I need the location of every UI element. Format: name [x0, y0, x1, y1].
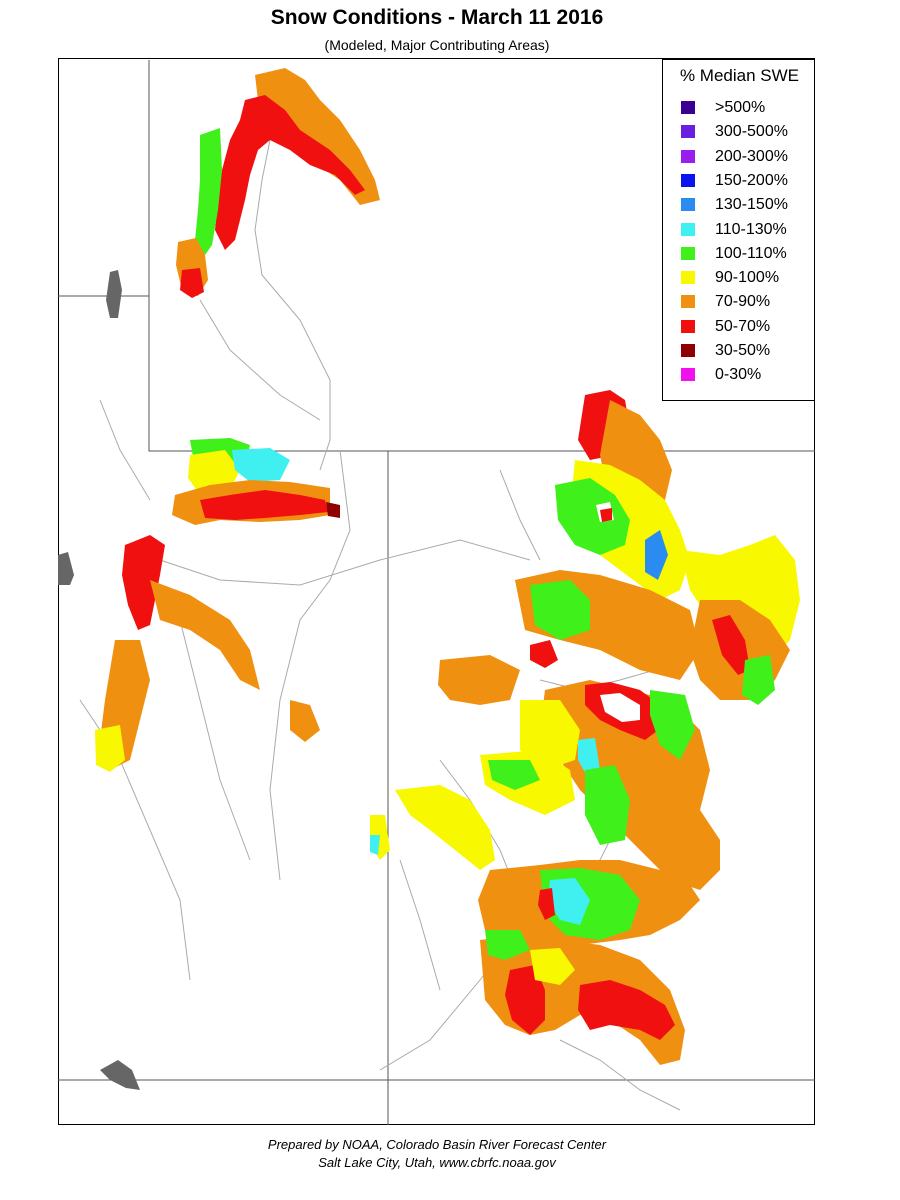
- legend-swatch: [681, 246, 695, 260]
- map-frame: [58, 58, 815, 1125]
- legend-swatch: [681, 125, 695, 139]
- legend-label: 150-200%: [715, 171, 788, 189]
- legend-swatch: [681, 295, 695, 309]
- legend: % Median SWE >500% 300-500% 200-300% 150-20…: [662, 59, 815, 401]
- legend-item: 130-150%: [681, 195, 811, 215]
- map-subtitle: (Modeled, Major Contributing Areas): [324, 37, 550, 53]
- legend-swatch: [681, 368, 695, 382]
- legend-label: 110-130%: [715, 220, 787, 238]
- legend-swatch: [681, 149, 695, 163]
- legend-label: >500%: [715, 99, 766, 116]
- legend-item: 150-200%: [681, 171, 811, 191]
- legend-item: 50-70%: [681, 317, 811, 337]
- boundary-idaho-wyoming: [148, 60, 388, 452]
- lake-powell: [100, 1060, 140, 1090]
- legend-title: % Median SWE: [679, 66, 800, 85]
- legend-swatch: [681, 271, 695, 285]
- legend-swatch: [681, 344, 695, 357]
- legend-label: 130-150%: [715, 196, 788, 214]
- legend-item: 30-50%: [681, 341, 811, 361]
- legend-item: >500%: [681, 98, 811, 118]
- map-title: Snow Conditions - March 11 2016: [270, 6, 604, 29]
- lake-bear-lake: [106, 270, 122, 318]
- legend-item: 90-100%: [681, 268, 811, 288]
- legend-item: 200-300%: [681, 147, 811, 167]
- lake-great-salt-lake: [58, 552, 74, 585]
- legend-item: 70-90%: [681, 292, 811, 312]
- legend-swatch: [681, 222, 695, 236]
- snow-zones: [95, 68, 800, 1065]
- legend-label: 100-110%: [715, 244, 787, 262]
- legend-label: 0-30%: [715, 366, 762, 384]
- legend-label: 200-300%: [715, 147, 788, 165]
- legend-label: 300-500%: [715, 123, 788, 141]
- legend-item: 300-500%: [681, 122, 811, 142]
- credit-line-2: Salt Lake City, Utah, www.cbrfc.noaa.gov: [318, 1155, 556, 1170]
- legend-swatch: [681, 173, 695, 187]
- legend-swatch: [681, 101, 695, 114]
- legend-item: 100-110%: [681, 244, 811, 264]
- credit-line-1: Prepared by NOAA, Colorado Basin River F…: [267, 1137, 607, 1152]
- legend-label: 90-100%: [715, 269, 780, 287]
- legend-label: 30-50%: [715, 342, 771, 359]
- legend-item: 0-30%: [681, 365, 811, 385]
- legend-swatch: [681, 319, 695, 333]
- legend-label: 50-70%: [715, 317, 771, 335]
- legend-label: 70-90%: [715, 293, 771, 311]
- lakes: [58, 270, 154, 1090]
- state-boundaries: [58, 60, 815, 1125]
- legend-item: 110-130%: [681, 220, 811, 240]
- legend-swatch: [681, 198, 695, 212]
